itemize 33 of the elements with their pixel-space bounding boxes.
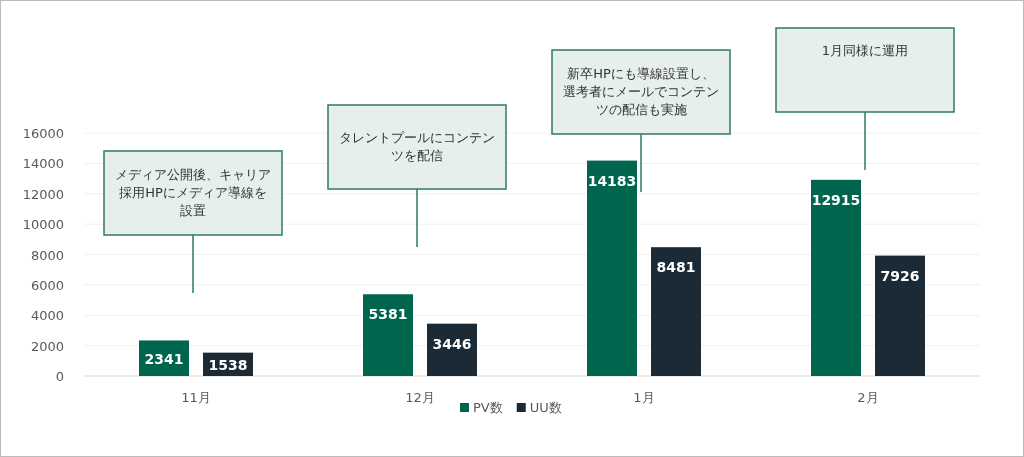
x-tick-label: 12月 bbox=[405, 390, 435, 405]
legend-label: UU数 bbox=[529, 400, 562, 415]
data-label: 3446 bbox=[432, 335, 472, 352]
data-label: 2341 bbox=[144, 351, 184, 368]
x-tick-label: 11月 bbox=[181, 390, 211, 405]
bar bbox=[811, 179, 861, 376]
annotation: タレントプールにコンテンツを配信 bbox=[338, 129, 496, 165]
bar bbox=[875, 255, 925, 376]
y-tick-label: 10000 bbox=[22, 217, 64, 233]
data-label: 5381 bbox=[368, 306, 408, 323]
annotation: メディア公開後、キャリア採用HPにメディア導線を設置 bbox=[114, 166, 272, 220]
y-tick-label: 4000 bbox=[30, 308, 64, 324]
bar bbox=[587, 160, 637, 376]
annotation: 1月同様に運用 bbox=[775, 27, 955, 171]
data-label: 14183 bbox=[587, 172, 637, 189]
y-tick-label: 12000 bbox=[22, 186, 64, 202]
y-tick-label: 14000 bbox=[22, 156, 64, 172]
data-label: 7926 bbox=[880, 267, 920, 284]
x-tick-label: 2月 bbox=[857, 390, 879, 405]
y-tick-label: 2000 bbox=[30, 338, 64, 354]
y-tick-label: 0 bbox=[55, 369, 64, 384]
data-label: 8481 bbox=[656, 259, 696, 276]
bar bbox=[651, 247, 701, 376]
y-tick-label: 8000 bbox=[30, 247, 64, 263]
x-tick-label: 1月 bbox=[633, 390, 655, 405]
legend-label: PV数 bbox=[473, 400, 503, 415]
data-label: 12915 bbox=[811, 191, 861, 208]
annotation: メディア公開後、キャリア採用HPにメディア導線を設置 bbox=[103, 150, 283, 294]
y-tick-label: 6000 bbox=[30, 277, 64, 293]
bar bbox=[363, 294, 413, 376]
y-tick-label: 16000 bbox=[22, 126, 64, 141]
annotation: タレントプールにコンテンツを配信 bbox=[327, 104, 507, 248]
data-label: 1538 bbox=[208, 357, 248, 374]
